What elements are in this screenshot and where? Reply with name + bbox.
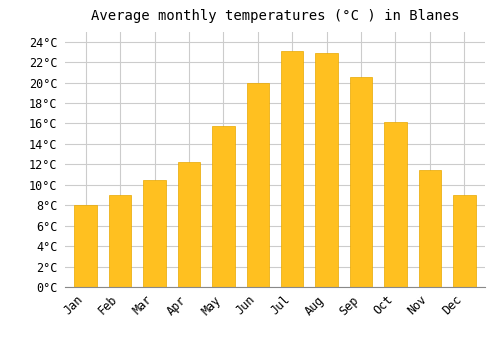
Bar: [109, 195, 132, 287]
Title: Average monthly temperatures (°C ) in Blanes: Average monthly temperatures (°C ) in Bl…: [91, 9, 459, 23]
Bar: [246, 83, 269, 287]
Bar: [281, 51, 303, 287]
Bar: [453, 195, 475, 287]
Bar: [178, 162, 200, 287]
Bar: [212, 126, 234, 287]
Bar: [384, 122, 406, 287]
Bar: [350, 77, 372, 287]
Bar: [144, 180, 166, 287]
Bar: [74, 205, 97, 287]
Bar: [418, 170, 441, 287]
Bar: [316, 53, 338, 287]
